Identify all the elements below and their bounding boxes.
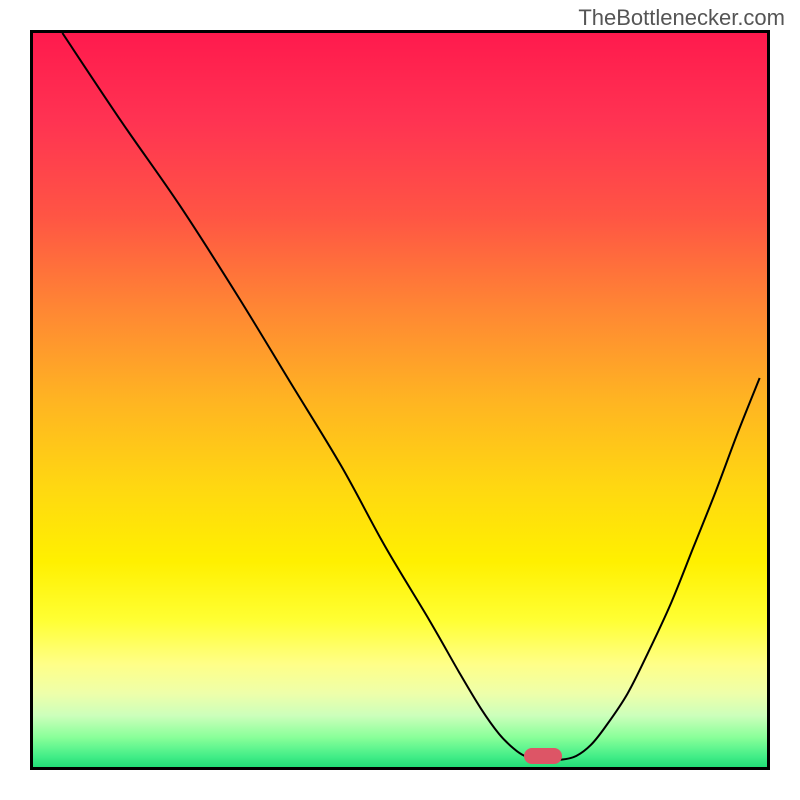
chart-container: TheBottlenecker.com <box>0 0 800 800</box>
optimal-marker <box>524 748 562 764</box>
bottleneck-curve <box>33 33 767 767</box>
watermark-text: TheBottlenecker.com <box>578 5 785 31</box>
